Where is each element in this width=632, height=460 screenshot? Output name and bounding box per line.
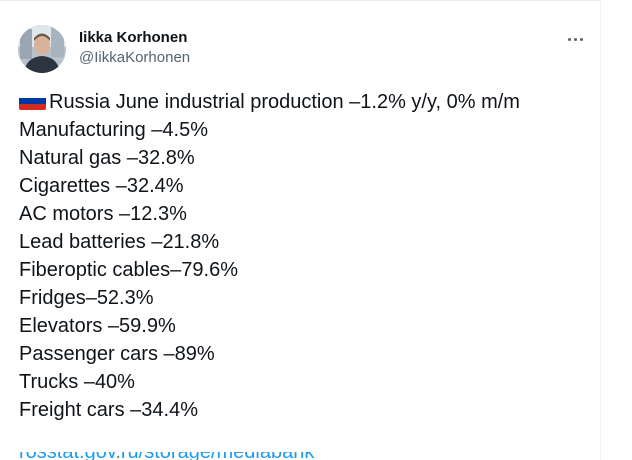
- author-avatar[interactable]: [18, 25, 66, 73]
- tweet-line: Fiberoptic cables–79.6%: [19, 259, 239, 281]
- tweet-line: AC motors –12.3%: [19, 203, 187, 225]
- tweet-line: Lead batteries –21.8%: [19, 231, 220, 253]
- russia-flag-icon: [19, 92, 46, 110]
- column-divider: [600, 0, 601, 460]
- tweet-line: Cigarettes –32.4%: [19, 175, 184, 197]
- tweet-text: Russia June industrial production –1.2% …: [19, 88, 579, 424]
- tweet-line: Freight cars –34.4%: [19, 399, 198, 421]
- top-border: [0, 0, 632, 1]
- tweet-line: Natural gas –32.8%: [19, 147, 195, 169]
- tweet-card[interactable]: Iikka Korhonen @IikkaKorhonen Russia Jun…: [0, 0, 600, 460]
- author-name[interactable]: Iikka Korhonen: [79, 29, 188, 46]
- avatar-photo: [18, 25, 66, 73]
- tweet-headline: Russia June industrial production –1.2% …: [49, 91, 520, 113]
- tweet-line: Elevators –59.9%: [19, 315, 176, 337]
- tweet-line: Fridges–52.3%: [19, 287, 154, 309]
- more-options-button[interactable]: [560, 24, 590, 54]
- source-link[interactable]: rosstat.gov.ru/storage/mediabank: [19, 452, 419, 460]
- tweet-line: Manufacturing –4.5%: [19, 119, 209, 141]
- author-handle[interactable]: @IikkaKorhonen: [79, 49, 191, 66]
- tweet-line: Passenger cars –89%: [19, 343, 215, 365]
- source-link-text[interactable]: rosstat.gov.ru/storage/mediabank: [19, 452, 419, 460]
- tweet-line: Trucks –40%: [19, 371, 135, 393]
- tweet-headline-line: Russia June industrial production –1.2% …: [19, 88, 579, 116]
- right-column: [601, 0, 632, 460]
- more-horizontal-icon: [567, 37, 583, 41]
